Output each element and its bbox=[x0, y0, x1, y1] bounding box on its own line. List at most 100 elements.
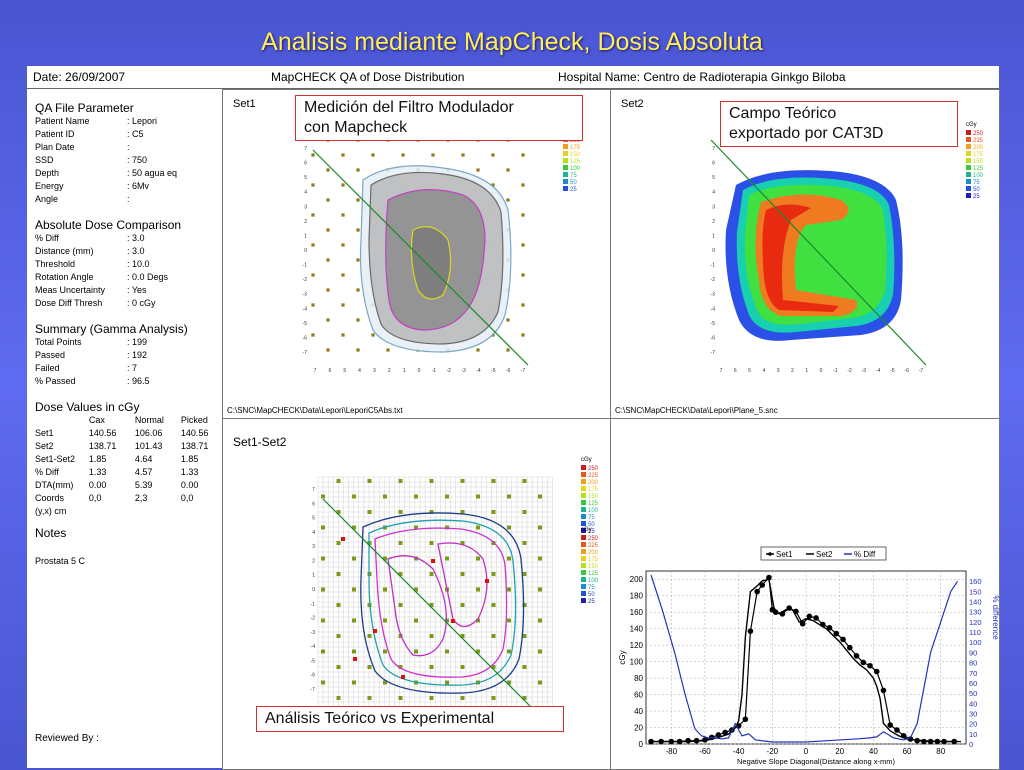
axis-tick-label: 2 bbox=[312, 558, 315, 564]
axis-tick-label: 1 bbox=[805, 368, 808, 374]
legend-label: 175 bbox=[588, 557, 599, 563]
detector-point bbox=[538, 494, 542, 499]
summary-row: Total Points: 199 bbox=[35, 336, 220, 349]
detector-point bbox=[383, 587, 387, 592]
detector-point bbox=[367, 479, 372, 483]
legend-label: 225 bbox=[973, 138, 984, 144]
qa-param-key: Angle bbox=[35, 194, 59, 204]
dose-values-cell: 5.39 bbox=[134, 480, 153, 490]
detector-point bbox=[311, 303, 315, 307]
detector-point bbox=[491, 479, 496, 483]
y2-tick-label: 50 bbox=[969, 689, 977, 698]
failed-point bbox=[451, 619, 455, 623]
legend-label: 175 bbox=[588, 487, 599, 493]
detector-point bbox=[398, 696, 403, 700]
dose-values-cell: 1.33 bbox=[180, 467, 199, 477]
axis-tick-label: 7 bbox=[312, 487, 315, 493]
axis-tick-label: 6 bbox=[312, 501, 315, 507]
summary-key: % Passed bbox=[35, 376, 76, 386]
detector-point bbox=[521, 333, 525, 337]
set1-dose-map: 7766554433221100-1-1-2-2-3-3-4-4-5-5-6-6… bbox=[303, 122, 581, 374]
detector-point bbox=[522, 572, 527, 576]
detector-point bbox=[476, 494, 480, 499]
axis-tick-label: -6 bbox=[904, 368, 909, 374]
qa-param-row: Energy: 6Mv bbox=[35, 180, 220, 193]
axis-tick-label: 7 bbox=[314, 368, 317, 374]
axis-tick-label: -2 bbox=[847, 368, 852, 374]
y-tick-label: 140 bbox=[630, 625, 644, 634]
detector-point bbox=[521, 243, 525, 247]
axis-tick-label: 1 bbox=[403, 368, 406, 374]
detector-point bbox=[341, 153, 345, 157]
detector-point bbox=[476, 525, 480, 530]
dose-values-title: Dose Values in cGy bbox=[35, 400, 140, 414]
legend-label: 125 bbox=[973, 166, 984, 172]
abs-dose-value: : 3.0 bbox=[127, 246, 145, 256]
detector-point bbox=[356, 168, 360, 172]
report-header: Date: 26/09/2007 MapCHECK QA of Dose Dis… bbox=[27, 66, 999, 89]
detector-point bbox=[460, 696, 465, 700]
detector-point bbox=[336, 479, 341, 483]
x-tick-label: 80 bbox=[936, 747, 945, 756]
summary-row: % Passed: 96.5 bbox=[35, 375, 220, 388]
y2-tick-label: 120 bbox=[969, 618, 982, 627]
legend-swatch bbox=[966, 179, 971, 184]
detector-point bbox=[476, 618, 480, 623]
detector-point bbox=[429, 665, 434, 669]
qa-param-value: : bbox=[127, 142, 130, 152]
y-tick-label: 180 bbox=[630, 592, 644, 601]
axis-tick-label: -6 bbox=[311, 673, 316, 679]
axis-tick-label: -7 bbox=[521, 368, 526, 374]
dose-values-row: Set1-Set2 1.85 4.64 1.85 bbox=[35, 453, 220, 466]
detector-point bbox=[507, 494, 511, 499]
legend-label: Set2 bbox=[816, 550, 833, 559]
qa-param-value: : 6Mv bbox=[127, 181, 150, 191]
legend-label: 25 bbox=[588, 599, 595, 605]
axis-tick-label: 7 bbox=[304, 146, 307, 152]
detector-point bbox=[321, 494, 325, 499]
y-tick-label: 100 bbox=[630, 658, 644, 667]
detector-point bbox=[341, 303, 345, 307]
axis-tick-label: 4 bbox=[358, 368, 361, 374]
set2-callout: Campo Teórico exportado por CAT3D bbox=[720, 101, 958, 147]
detector-point bbox=[460, 510, 465, 514]
isodose-contour bbox=[374, 527, 508, 678]
detector-point bbox=[429, 479, 434, 483]
axis-tick-label: 3 bbox=[373, 368, 376, 374]
legend-swatch bbox=[581, 577, 586, 582]
legend-swatch bbox=[581, 549, 586, 554]
y2-tick-label: 60 bbox=[969, 679, 977, 688]
series-point-set1 bbox=[880, 687, 887, 694]
detector-point bbox=[491, 153, 495, 157]
series-point-set1 bbox=[867, 662, 873, 669]
legend-label: 250 bbox=[588, 536, 599, 542]
detector-point bbox=[522, 541, 527, 545]
y-tick-label: 200 bbox=[630, 575, 644, 584]
legend-label: 175 bbox=[973, 152, 984, 158]
legend-swatch bbox=[581, 486, 586, 491]
axis-tick-label: -3 bbox=[862, 368, 867, 374]
axis-tick-label: -1 bbox=[303, 263, 308, 269]
set2-label: Set2 bbox=[621, 98, 644, 110]
legend-label: 125 bbox=[588, 571, 599, 577]
detector-point bbox=[491, 634, 496, 638]
detector-point bbox=[356, 228, 360, 232]
y-tick-label: 20 bbox=[634, 724, 643, 733]
set1-set2-callout: Análisis Teórico vs Experimental bbox=[256, 706, 564, 732]
profile-panel: 0 20 40 60 80 100 120 140 160 180 200 -80 -60 -40 -20 0… bbox=[610, 418, 1000, 770]
detector-point bbox=[336, 696, 341, 700]
axis-tick-label: -5 bbox=[311, 658, 316, 664]
detector-point bbox=[429, 603, 434, 607]
detector-point bbox=[461, 153, 465, 157]
qa-param-row: Plan Date: bbox=[35, 141, 220, 154]
abs-dose-row: Dose Diff Thresh: 0 cGy bbox=[35, 297, 220, 310]
axis-tick-label: 5 bbox=[712, 175, 715, 181]
detector-point bbox=[356, 258, 360, 262]
failed-point bbox=[353, 657, 357, 661]
legend-label: 225 bbox=[588, 473, 599, 479]
detector-point bbox=[352, 494, 356, 499]
legend-box bbox=[760, 546, 887, 561]
dose-values-cell: Set1 bbox=[35, 428, 54, 438]
axis-tick-label: 3 bbox=[312, 544, 315, 550]
axis-tick-label: 4 bbox=[762, 368, 765, 374]
